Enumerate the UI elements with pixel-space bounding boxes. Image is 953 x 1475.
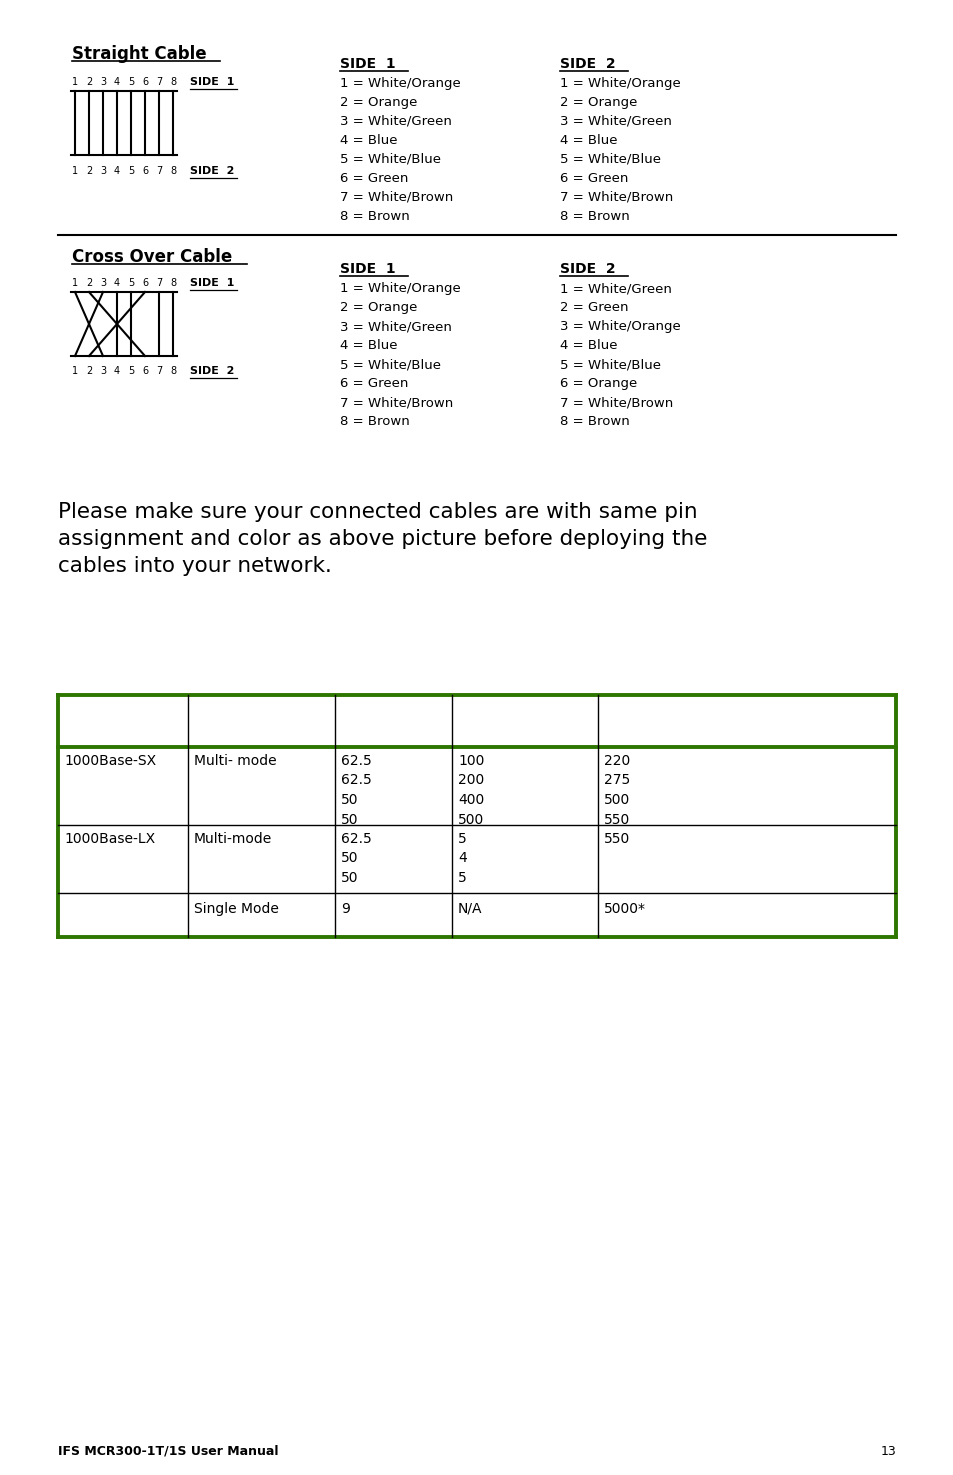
Text: 6: 6 (142, 77, 148, 87)
Text: Multi-mode: Multi-mode (193, 832, 272, 847)
Text: 8 = Brown: 8 = Brown (339, 209, 410, 223)
Text: Multi- mode: Multi- mode (193, 754, 276, 768)
Text: 4: 4 (113, 366, 120, 376)
Text: 7: 7 (155, 366, 162, 376)
Text: 3: 3 (100, 77, 106, 87)
Text: 3 = White/Green: 3 = White/Green (339, 320, 452, 333)
Text: SIDE  2: SIDE 2 (559, 58, 615, 71)
Text: 3 = White/Green: 3 = White/Green (339, 115, 452, 128)
Text: 5: 5 (128, 167, 134, 176)
Text: SIDE  1: SIDE 1 (339, 263, 395, 276)
Text: 1 = White/Orange: 1 = White/Orange (559, 77, 680, 90)
Text: 4: 4 (113, 167, 120, 176)
Text: 6: 6 (142, 277, 148, 288)
Text: SIDE  2: SIDE 2 (559, 263, 615, 276)
Text: 3: 3 (100, 366, 106, 376)
Text: 2: 2 (86, 167, 92, 176)
Text: SIDE  1: SIDE 1 (190, 77, 234, 87)
Text: 62.5
50
50: 62.5 50 50 (340, 832, 372, 885)
Text: 4 = Blue: 4 = Blue (339, 339, 397, 353)
Text: 7 = White/Brown: 7 = White/Brown (559, 190, 673, 204)
Text: 220
275
500
550: 220 275 500 550 (603, 754, 630, 826)
Text: 6: 6 (142, 366, 148, 376)
Text: 4 = Blue: 4 = Blue (559, 339, 617, 353)
Text: 62.5
62.5
50
50: 62.5 62.5 50 50 (340, 754, 372, 826)
Text: 2: 2 (86, 277, 92, 288)
Text: 4: 4 (113, 277, 120, 288)
Text: SIDE  1: SIDE 1 (339, 58, 395, 71)
Text: 1: 1 (71, 366, 78, 376)
Text: 4 = Blue: 4 = Blue (339, 134, 397, 148)
Text: 8: 8 (170, 77, 176, 87)
Text: 8: 8 (170, 277, 176, 288)
Text: 2 = Green: 2 = Green (559, 301, 628, 314)
Text: 5: 5 (128, 277, 134, 288)
Text: Straight Cable: Straight Cable (71, 46, 207, 63)
Text: SIDE  2: SIDE 2 (190, 366, 234, 376)
Text: 6 = Green: 6 = Green (559, 173, 628, 184)
Text: 3 = White/Green: 3 = White/Green (559, 115, 671, 128)
Text: 1: 1 (71, 277, 78, 288)
Text: 3: 3 (100, 167, 106, 176)
Text: Single Mode: Single Mode (193, 903, 278, 916)
Text: 7 = White/Brown: 7 = White/Brown (339, 395, 453, 409)
Text: 4: 4 (113, 77, 120, 87)
Text: Please make sure your connected cables are with same pin
assignment and color as: Please make sure your connected cables a… (58, 502, 706, 577)
Text: 7 = White/Brown: 7 = White/Brown (559, 395, 673, 409)
Text: 1 = White/Green: 1 = White/Green (559, 282, 671, 295)
Text: 7: 7 (155, 77, 162, 87)
Text: 8 = Brown: 8 = Brown (559, 414, 629, 428)
Text: N/A: N/A (457, 903, 482, 916)
Text: 5: 5 (128, 77, 134, 87)
Text: 2: 2 (86, 366, 92, 376)
Text: 5 = White/Blue: 5 = White/Blue (339, 153, 440, 167)
Text: 2: 2 (86, 77, 92, 87)
Text: 8: 8 (170, 366, 176, 376)
Text: 550: 550 (603, 832, 630, 847)
Text: 6 = Orange: 6 = Orange (559, 378, 637, 389)
Text: 8 = Brown: 8 = Brown (559, 209, 629, 223)
Text: 13: 13 (880, 1446, 895, 1457)
Text: 2 = Orange: 2 = Orange (559, 96, 637, 109)
Text: 7 = White/Brown: 7 = White/Brown (339, 190, 453, 204)
Text: 5000*: 5000* (603, 903, 645, 916)
Text: 5: 5 (128, 366, 134, 376)
Text: 3: 3 (100, 277, 106, 288)
Text: 3 = White/Orange: 3 = White/Orange (559, 320, 680, 333)
Text: 8: 8 (170, 167, 176, 176)
Text: 1 = White/Orange: 1 = White/Orange (339, 77, 460, 90)
Text: 7: 7 (155, 277, 162, 288)
Text: IFS MCR300-1T/1S User Manual: IFS MCR300-1T/1S User Manual (58, 1446, 278, 1457)
Text: 7: 7 (155, 167, 162, 176)
Text: Cross Over Cable: Cross Over Cable (71, 248, 232, 266)
Text: 5
4
5: 5 4 5 (457, 832, 466, 885)
Text: SIDE  2: SIDE 2 (190, 167, 234, 176)
Text: 5 = White/Blue: 5 = White/Blue (339, 358, 440, 372)
Text: 1000Base-SX: 1000Base-SX (64, 754, 156, 768)
Text: 8 = Brown: 8 = Brown (339, 414, 410, 428)
Text: 2 = Orange: 2 = Orange (339, 96, 416, 109)
Text: SIDE  1: SIDE 1 (190, 277, 234, 288)
Text: 6 = Green: 6 = Green (339, 173, 408, 184)
Text: 1 = White/Orange: 1 = White/Orange (339, 282, 460, 295)
Text: 6 = Green: 6 = Green (339, 378, 408, 389)
Text: 2 = Orange: 2 = Orange (339, 301, 416, 314)
Text: 9: 9 (340, 903, 350, 916)
Text: 1000Base-LX: 1000Base-LX (64, 832, 155, 847)
Text: 5 = White/Blue: 5 = White/Blue (559, 358, 660, 372)
Text: 5 = White/Blue: 5 = White/Blue (559, 153, 660, 167)
Text: 6: 6 (142, 167, 148, 176)
Text: 100
200
400
500: 100 200 400 500 (457, 754, 484, 826)
Text: 1: 1 (71, 167, 78, 176)
Text: 1: 1 (71, 77, 78, 87)
Text: 4 = Blue: 4 = Blue (559, 134, 617, 148)
